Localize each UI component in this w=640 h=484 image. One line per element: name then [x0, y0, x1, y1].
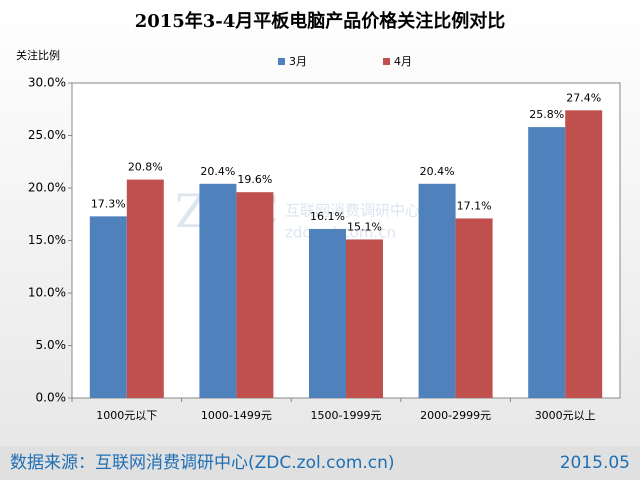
value-label: 27.4%: [566, 91, 601, 104]
legend-label: 3月: [289, 55, 307, 68]
bar: [126, 179, 164, 398]
value-label: 20.8%: [128, 161, 163, 174]
bar: [346, 239, 383, 398]
x-tick-label: 1000元以下: [96, 409, 157, 422]
y-tick-label: 15.0%: [28, 233, 66, 247]
chart-title: 2015年3-4月平板电脑产品价格关注比例对比: [135, 10, 506, 32]
value-label: 17.1%: [457, 199, 492, 212]
y-tick-label: 5.0%: [36, 338, 67, 352]
value-label: 25.8%: [529, 108, 564, 121]
legend-swatch: [383, 58, 390, 65]
x-tick-label: 1000-1499元: [201, 409, 272, 422]
bar: [89, 216, 127, 398]
bar: [199, 183, 237, 398]
value-label: 20.4%: [420, 165, 455, 178]
bar: [418, 183, 456, 398]
x-tick-label: 1500-1999元: [311, 409, 382, 422]
source: 数据来源：互联网消费调研中心(ZDC.zol.com.cn): [10, 453, 395, 473]
bar: [236, 192, 274, 398]
value-label: 19.6%: [237, 173, 272, 186]
bar: [528, 127, 566, 398]
y-tick-label: 30.0%: [28, 76, 66, 90]
date: 2015.05: [560, 453, 630, 473]
value-label: 15.1%: [347, 220, 382, 233]
bar: [309, 228, 346, 398]
y-tick-label: 10.0%: [28, 286, 66, 300]
y-tick-label: 0.0%: [36, 391, 67, 405]
x-tick-label: 2000-2999元: [420, 409, 491, 422]
watermark: 互联网消费调研中心: [285, 202, 420, 220]
legend-swatch: [278, 58, 285, 65]
x-tick-label: 3000元以上: [535, 409, 596, 422]
y-tick-label: 20.0%: [28, 181, 66, 195]
y-tick-label: 25.0%: [28, 128, 66, 142]
bar: [455, 218, 493, 398]
y-axis-label: 关注比例: [16, 48, 60, 62]
legend-label: 4月: [394, 55, 412, 68]
bar: [565, 110, 603, 399]
footer: [0, 446, 640, 480]
value-label: 16.1%: [310, 210, 345, 223]
value-label: 17.3%: [91, 197, 126, 210]
value-label: 20.4%: [200, 165, 235, 178]
